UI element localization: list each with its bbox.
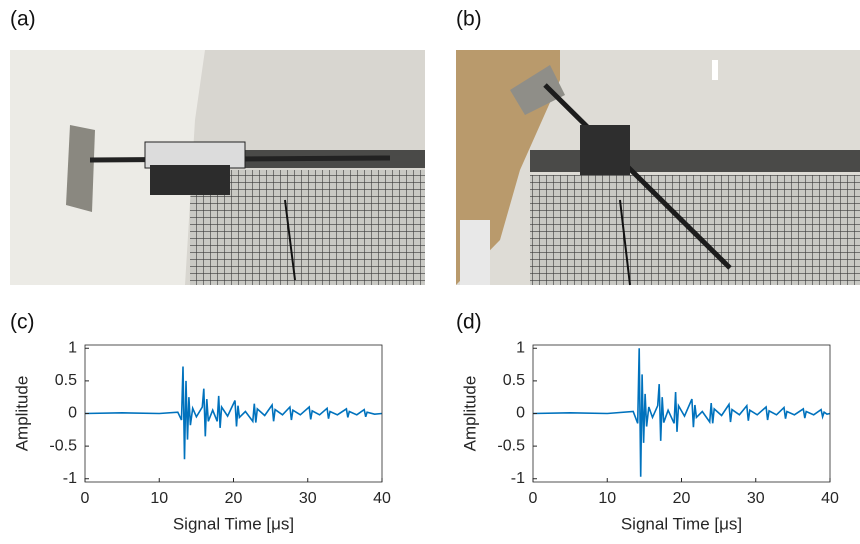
y-tick-label: 0 bbox=[516, 405, 525, 422]
panel-label: (d) bbox=[456, 311, 482, 334]
y-tick-label: 0.5 bbox=[503, 372, 525, 389]
x-tick-label: 40 bbox=[373, 490, 391, 507]
x-tick-label: 20 bbox=[673, 490, 691, 507]
panel-label: (a) bbox=[10, 8, 36, 31]
y-tick-label: -0.5 bbox=[49, 437, 77, 454]
x-tick-label: 0 bbox=[529, 490, 538, 507]
panel-label: (c) bbox=[10, 311, 35, 334]
y-tick-label: 0.5 bbox=[55, 372, 77, 389]
y-axis-label: Amplitude bbox=[460, 376, 479, 452]
x-axis-label: Signal Time [μs] bbox=[621, 514, 742, 533]
x-tick-label: 30 bbox=[747, 490, 765, 507]
photo-a bbox=[10, 50, 425, 285]
signal-line bbox=[84, 366, 383, 460]
signal-line bbox=[532, 348, 831, 477]
x-tick-label: 10 bbox=[150, 490, 168, 507]
photo-b bbox=[456, 50, 860, 286]
panel-label: (b) bbox=[456, 8, 482, 31]
x-tick-label: 20 bbox=[225, 490, 243, 507]
y-tick-label: -1 bbox=[511, 470, 525, 487]
y-tick-label: 1 bbox=[68, 339, 77, 356]
y-axis-label: Amplitude bbox=[12, 376, 31, 452]
x-tick-label: 10 bbox=[598, 490, 616, 507]
y-tick-label: -1 bbox=[63, 470, 77, 487]
x-tick-label: 30 bbox=[299, 490, 317, 507]
y-tick-label: 0 bbox=[68, 405, 77, 422]
x-axis-label: Signal Time [μs] bbox=[173, 514, 294, 533]
y-tick-label: 1 bbox=[516, 339, 525, 356]
y-tick-label: -0.5 bbox=[497, 437, 525, 454]
x-tick-label: 0 bbox=[81, 490, 90, 507]
x-tick-label: 40 bbox=[821, 490, 839, 507]
